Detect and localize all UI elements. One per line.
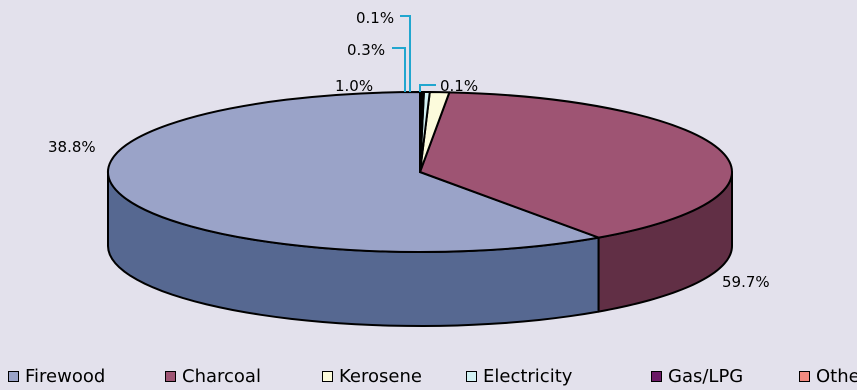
legend: Firewood Charcoal Kerosene Electricity Gas/L… — [0, 366, 857, 390]
legend-swatch-gas-lpg — [651, 371, 662, 382]
legend-item-charcoal: Charcoal — [165, 366, 261, 387]
data-label-others: 0.1% — [440, 77, 478, 95]
legend-item-gas-lpg: Gas/LPG — [651, 366, 743, 387]
legend-swatch-electricity — [466, 371, 477, 382]
pie-slices — [107, 90, 733, 253]
pie-chart-svg: 59.7% 38.8% 1.0% 0.3% 0.1% 0.1% — [48, 9, 770, 327]
data-label-charcoal: 38.8% — [48, 138, 96, 156]
legend-label-firewood: Firewood — [25, 366, 106, 387]
legend-swatch-others — [799, 371, 810, 382]
legend-swatch-firewood — [8, 371, 19, 382]
data-label-electricity: 0.3% — [347, 41, 385, 59]
data-label-kerosene: 1.0% — [335, 77, 373, 95]
legend-swatch-kerosene — [322, 371, 333, 382]
pie-slice-firewood — [107, 91, 600, 253]
data-label-gas-lpg: 0.1% — [356, 9, 394, 27]
leader-line-electricity — [392, 47, 406, 92]
leader-line-others — [419, 84, 436, 92]
legend-item-others: Others — [799, 366, 857, 387]
legend-swatch-charcoal — [165, 371, 176, 382]
legend-item-electricity: Electricity — [466, 366, 572, 387]
data-label-firewood: 59.7% — [722, 273, 770, 291]
legend-label-gas-lpg: Gas/LPG — [668, 366, 744, 387]
legend-label-charcoal: Charcoal — [182, 366, 261, 387]
leader-line-gas-lpg — [400, 15, 411, 92]
pie-slice-charcoal — [419, 91, 733, 239]
legend-label-others: Others — [816, 366, 857, 387]
data-labels: 59.7% 38.8% 1.0% 0.3% 0.1% 0.1% — [48, 9, 770, 291]
leader-lines — [392, 15, 436, 92]
legend-item-kerosene: Kerosene — [322, 366, 422, 387]
legend-label-kerosene: Kerosene — [339, 366, 422, 387]
legend-item-firewood: Firewood — [8, 366, 105, 387]
legend-label-electricity: Electricity — [483, 366, 573, 387]
